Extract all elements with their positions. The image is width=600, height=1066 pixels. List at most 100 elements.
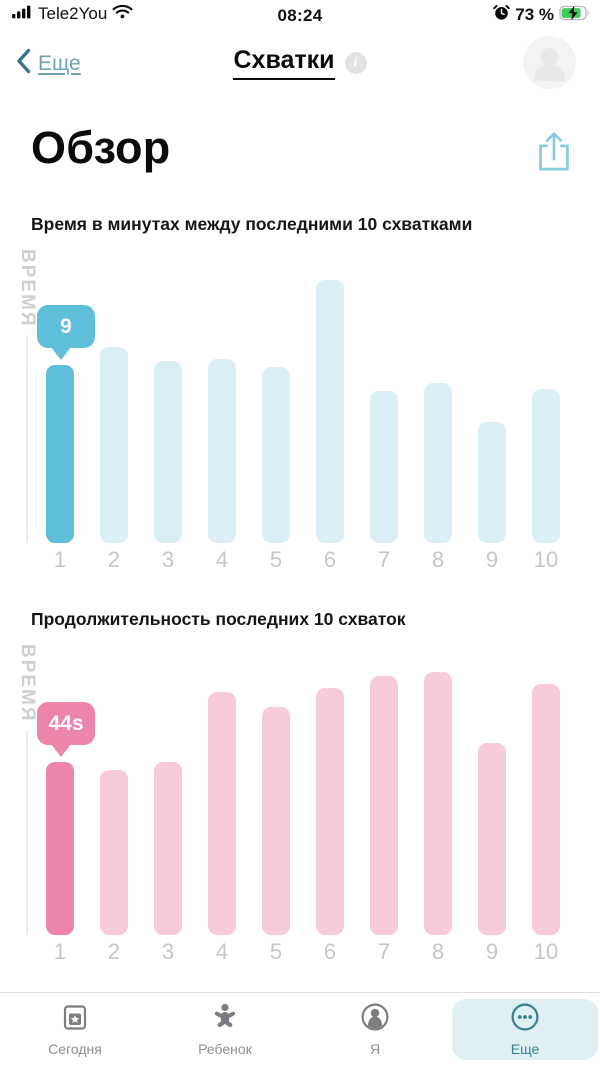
x-tick-label: 5 — [269, 547, 283, 572]
bar-column[interactable]: 9 — [465, 645, 519, 965]
x-tick-label: 2 — [107, 547, 121, 572]
bars-area: 44s 1 2 3 4 5 6 7 8 9 10 — [33, 645, 573, 965]
bar[interactable] — [262, 707, 290, 935]
tab-me[interactable]: Я — [302, 999, 448, 1060]
x-tick-label: 10 — [533, 939, 559, 964]
y-axis: ВРЕМЯ — [16, 249, 38, 543]
bar[interactable] — [424, 383, 452, 543]
carrier-label: Tele2You — [38, 4, 108, 23]
profile-icon — [360, 1002, 390, 1037]
tab-today[interactable]: Сегодня — [2, 999, 148, 1060]
intervals-chart: 9 1 2 3 4 5 6 7 8 9 10 — [33, 250, 573, 573]
signal-icon — [12, 4, 33, 24]
more-icon — [510, 1002, 540, 1037]
back-chevron-icon — [16, 48, 31, 79]
x-tick-label: 3 — [161, 939, 175, 964]
bar[interactable] — [532, 389, 560, 543]
overview-heading: Обзор — [31, 122, 171, 173]
bar-column[interactable]: 4 — [195, 645, 249, 965]
tab-baby[interactable]: Ребенок — [152, 999, 298, 1060]
nav-bar: Еще Схватки i — [0, 34, 600, 92]
bar[interactable] — [46, 762, 74, 935]
bar-column[interactable]: 5 — [249, 250, 303, 573]
bar[interactable] — [208, 359, 236, 543]
bar-column[interactable]: 7 — [357, 645, 411, 965]
bar[interactable] — [316, 280, 344, 543]
chart-title-intervals: Время в минутах между последними 10 схва… — [31, 214, 473, 234]
x-tick-label: 5 — [269, 939, 283, 964]
bar-column[interactable]: 6 — [303, 645, 357, 965]
bar-column[interactable]: 6 — [303, 250, 357, 573]
tab-label: Ребенок — [198, 1041, 252, 1057]
status-bar: Tele2You 08:24 73 % — [0, 0, 600, 32]
page-title: Схватки — [233, 46, 335, 80]
bar-column[interactable]: 5 — [249, 645, 303, 965]
battery-percent-label: 73 % — [515, 5, 554, 24]
y-axis-label: ВРЕМЯ — [17, 249, 38, 328]
y-axis-line — [26, 729, 28, 935]
battery-charging-icon — [559, 5, 592, 26]
value-callout: 9 — [37, 305, 95, 360]
back-label: Еще — [38, 51, 81, 75]
share-icon[interactable] — [532, 130, 576, 174]
value-callout: 44s — [37, 702, 95, 757]
info-icon[interactable]: i — [344, 52, 367, 74]
bar-column[interactable]: 2 — [87, 250, 141, 573]
bar-column[interactable]: 3 — [141, 250, 195, 573]
bar[interactable] — [424, 672, 452, 935]
bar[interactable] — [370, 391, 398, 543]
bar[interactable] — [100, 770, 128, 935]
baby-icon — [210, 1002, 240, 1037]
x-tick-label: 7 — [377, 939, 391, 964]
bar-column[interactable]: 44s 1 — [33, 645, 95, 965]
x-tick-label: 9 — [485, 939, 499, 964]
back-button[interactable]: Еще — [16, 48, 81, 79]
bar-column[interactable]: 9 — [465, 250, 519, 573]
avatar[interactable] — [523, 36, 576, 89]
bar[interactable] — [46, 365, 74, 543]
bar[interactable] — [154, 762, 182, 935]
tab-label: Еще — [510, 1041, 540, 1057]
durations-chart: 44s 1 2 3 4 5 6 7 8 9 10 — [33, 645, 573, 965]
bar-column[interactable]: 4 — [195, 250, 249, 573]
bar-column[interactable]: 10 — [519, 250, 573, 573]
x-tick-label: 4 — [215, 939, 229, 964]
chart-title-durations: Продолжительность последних 10 схваток — [31, 609, 406, 629]
bar[interactable] — [316, 688, 344, 935]
tab-more[interactable]: Еще — [452, 999, 598, 1060]
x-tick-label: 8 — [431, 939, 445, 964]
x-tick-label: 4 — [215, 547, 229, 572]
x-tick-label: 10 — [533, 547, 559, 572]
y-axis-line — [26, 334, 28, 543]
bar[interactable] — [370, 676, 398, 935]
x-tick-label: 9 — [485, 547, 499, 572]
x-tick-label: 1 — [53, 939, 67, 964]
bar[interactable] — [478, 743, 506, 935]
x-tick-label: 2 — [107, 939, 121, 964]
bar[interactable] — [478, 422, 506, 543]
bar[interactable] — [262, 367, 290, 543]
x-tick-label: 1 — [53, 547, 67, 572]
x-tick-label: 6 — [323, 939, 337, 964]
calendar-icon — [60, 1002, 90, 1037]
bar-column[interactable]: 8 — [411, 250, 465, 573]
wifi-icon — [112, 4, 133, 24]
bar-column[interactable]: 2 — [87, 645, 141, 965]
y-axis: ВРЕМЯ — [16, 644, 38, 935]
tab-label: Я — [369, 1041, 381, 1057]
tab-label: Сегодня — [48, 1041, 102, 1057]
x-tick-label: 7 — [377, 547, 391, 572]
x-tick-label: 3 — [161, 547, 175, 572]
bar[interactable] — [532, 684, 560, 935]
alarm-icon — [493, 4, 511, 26]
y-axis-label: ВРЕМЯ — [17, 644, 38, 723]
bar[interactable] — [100, 347, 128, 543]
clock: 08:24 — [277, 6, 323, 25]
bar-column[interactable]: 7 — [357, 250, 411, 573]
bar-column[interactable]: 8 — [411, 645, 465, 965]
bar-column[interactable]: 10 — [519, 645, 573, 965]
bar-column[interactable]: 3 — [141, 645, 195, 965]
bar[interactable] — [154, 361, 182, 543]
bar[interactable] — [208, 692, 236, 935]
